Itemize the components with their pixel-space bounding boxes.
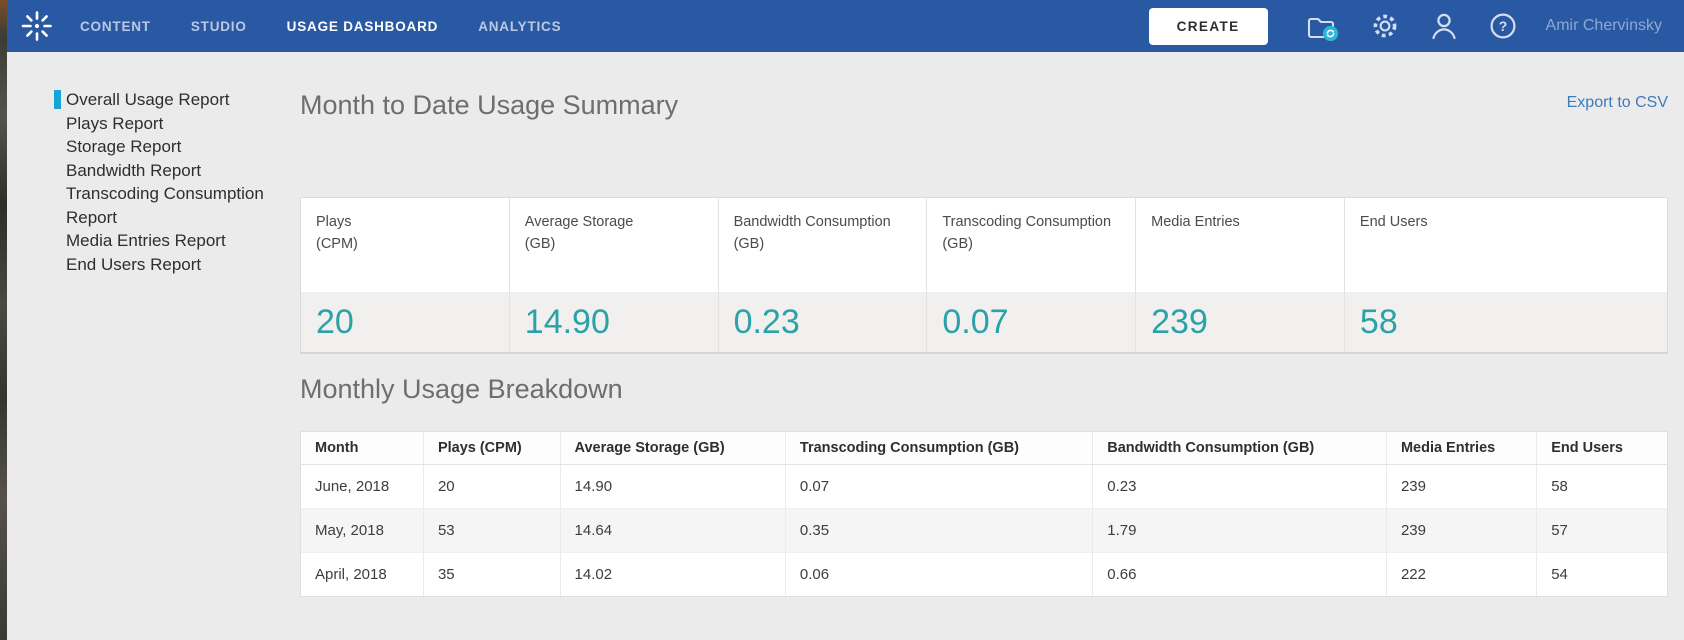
table-cell: May, 2018 (301, 509, 424, 552)
table-cell: April, 2018 (301, 553, 424, 596)
desktop-edge-strip (0, 0, 7, 640)
summary-card-value: 239 (1136, 292, 1344, 352)
table-cell: 0.06 (786, 553, 1094, 596)
summary-card-value: 0.23 (718, 292, 927, 352)
table-cell: 1.79 (1093, 509, 1387, 552)
sidebar-item[interactable]: Bandwidth Report (66, 160, 202, 180)
table-cell: 0.07 (786, 465, 1094, 508)
create-button[interactable]: CREATE (1148, 7, 1268, 45)
summary-card: Plays (CPM) 20 (301, 198, 510, 352)
summary-card-label: Plays (CPM) (316, 214, 358, 253)
summary-card-value: 58 (1344, 292, 1667, 352)
sidebar-item[interactable]: Overall Usage Report (54, 88, 300, 112)
sidebar-item[interactable]: Plays Report (66, 113, 164, 133)
table-cell: 58 (1551, 478, 1568, 495)
summary-card-label: Media Entries (1151, 214, 1240, 230)
summary-card-value: 14.90 (509, 292, 718, 352)
table-cell: June, 2018 (301, 465, 424, 508)
table-column-header: Plays (CPM) (424, 432, 561, 464)
table-cell: 53 (424, 509, 561, 552)
reports-sidebar: Overall Usage Report Plays Report Storage … (7, 52, 300, 597)
sidebar-item[interactable]: Storage Report (66, 137, 182, 156)
table-cell: 57 (1551, 522, 1568, 539)
main-content: Month to Date Usage Summary Export to CS… (300, 52, 1684, 597)
summary-card-label: Average Storage (GB) (524, 214, 634, 253)
page-body: Overall Usage Report Plays Report Storage … (7, 52, 1684, 597)
top-nav-bar: CONTENT STUDIO USAGE DASHBOARD ANALYTICS CR… (7, 0, 1684, 52)
summary-card-label: End Users (1359, 214, 1428, 230)
table-column-header: Bandwidth Consumption (GB) (1093, 432, 1387, 464)
table-cell: 239 (1387, 509, 1538, 552)
summary-card-value: 0.07 (927, 292, 1136, 352)
summary-card: Transcoding Consumption (GB) 0.07 (927, 198, 1137, 352)
table-cell: 0.66 (1093, 553, 1387, 596)
monthly-usage-table: Month Plays (CPM) Average Storage (GB) Tran… (300, 431, 1668, 597)
table-row: April, 2018 35 14.02 0.06 0.66 222 54 (301, 553, 1667, 596)
summary-cards: Plays (CPM) 20 Average Storage (GB) 14.9… (300, 197, 1668, 354)
summary-card: Average Storage (GB) 14.90 (509, 198, 719, 352)
table-column-header: Media Entries (1387, 432, 1538, 464)
export-to-csv-link[interactable]: Export to CSV (1566, 94, 1668, 111)
user-name[interactable]: Amir Chervinsky (1545, 17, 1662, 34)
table-cell: 222 (1387, 553, 1538, 596)
summary-card-label: Transcoding Consumption (GB) (942, 214, 1112, 253)
kaltura-logo-icon[interactable] (20, 9, 54, 43)
table-cell: 0.35 (786, 509, 1094, 552)
top-nav-items: CONTENT STUDIO USAGE DASHBOARD ANALYTICS (80, 19, 561, 34)
table-cell: 239 (1387, 465, 1538, 508)
summary-card-label: Bandwidth Consumption (GB) (733, 214, 891, 253)
table-cell: 0.23 (1093, 465, 1387, 508)
page-title: Month to Date Usage Summary (300, 90, 679, 120)
top-nav-item[interactable]: USAGE DASHBOARD (286, 18, 439, 34)
table-cell: 14.90 (561, 465, 786, 508)
table-column-header: End Users (1551, 440, 1623, 456)
table-cell: 14.64 (561, 509, 786, 552)
table-cell: 20 (424, 465, 561, 508)
gear-icon[interactable] (1370, 11, 1400, 41)
breakdown-title: Monthly Usage Breakdown (300, 374, 623, 404)
sidebar-item[interactable]: Transcoding Consumption Report (66, 184, 264, 227)
user-icon[interactable] (1430, 11, 1458, 41)
summary-card: Bandwidth Consumption (GB) 0.23 (718, 198, 928, 352)
summary-card: End Users 58 (1344, 198, 1667, 352)
folder-sync-icon[interactable] (1304, 11, 1340, 42)
top-nav-item[interactable]: CONTENT (80, 18, 151, 34)
table-row: May, 2018 53 14.64 0.35 1.79 239 57 (301, 509, 1667, 553)
table-column-header: Transcoding Consumption (GB) (786, 432, 1094, 464)
summary-card: Media Entries 239 (1136, 198, 1345, 352)
svg-text:?: ? (1498, 18, 1507, 34)
top-nav-item[interactable]: STUDIO (190, 18, 247, 34)
sidebar-item[interactable]: Media Entries Report (66, 231, 226, 250)
table-row: June, 2018 20 14.90 0.07 0.23 239 58 (301, 465, 1667, 509)
table-column-header: Average Storage (GB) (561, 432, 786, 464)
help-icon[interactable]: ? (1488, 11, 1518, 41)
table-body: June, 2018 20 14.90 0.07 0.23 239 58 May, 2018… (301, 465, 1667, 596)
top-nav-icons: ? (1304, 11, 1518, 42)
table-cell: 35 (424, 553, 561, 596)
table-header-row: Month Plays (CPM) Average Storage (GB) Tran… (301, 432, 1667, 465)
table-column-header: Month (301, 432, 424, 464)
summary-card-value: 20 (301, 292, 509, 352)
sidebar-item[interactable]: End Users Report (66, 254, 202, 274)
top-nav-item[interactable]: ANALYTICS (478, 18, 562, 34)
table-cell: 14.02 (561, 553, 786, 596)
table-cell: 54 (1551, 566, 1568, 583)
